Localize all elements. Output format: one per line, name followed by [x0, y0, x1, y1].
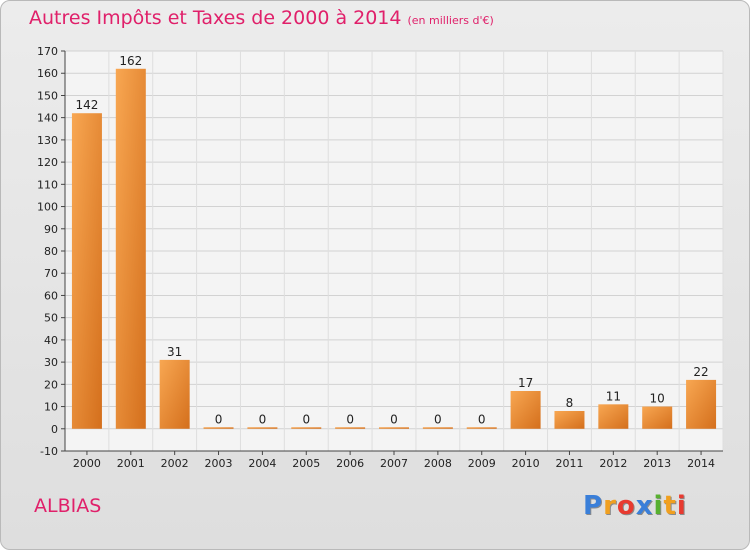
y-tick-label: 110 [37, 178, 58, 191]
bar [203, 427, 234, 429]
bar [598, 404, 629, 429]
x-tick-label: 2013 [643, 457, 671, 470]
x-tick-label: 2009 [468, 457, 496, 470]
bar-value-label: 8 [566, 396, 574, 410]
bar-value-label: 142 [75, 98, 98, 112]
y-tick-label: 100 [37, 201, 58, 214]
bar-value-label: 0 [390, 412, 398, 426]
y-tick-label: 150 [37, 89, 58, 102]
y-tick-label: 90 [44, 223, 58, 236]
x-tick-label: 2000 [73, 457, 101, 470]
city-name: ALBIAS [34, 495, 102, 517]
title-text: Autres Impôts et Taxes de 2000 à 2014 [29, 7, 402, 29]
x-tick-label: 2004 [248, 457, 276, 470]
y-tick-label: 120 [37, 156, 58, 169]
bar-value-label: 0 [259, 412, 267, 426]
bar-value-label: 0 [434, 412, 442, 426]
chart-subtitle: (en milliers d'€) [407, 14, 494, 27]
x-tick-label: 2007 [380, 457, 408, 470]
bar [291, 427, 322, 429]
x-tick-label: 2008 [424, 457, 452, 470]
y-tick-label: 160 [37, 67, 58, 80]
x-tick-label: 2001 [117, 457, 145, 470]
bar-value-label: 10 [650, 392, 665, 406]
axes [61, 50, 723, 455]
y-tick-label: 40 [44, 334, 58, 347]
x-tick-label: 2003 [205, 457, 233, 470]
bar [379, 427, 409, 429]
bar [510, 391, 541, 429]
y-tick-label: 70 [44, 267, 58, 280]
y-tick-label: 30 [44, 356, 58, 369]
x-tick-label: 2005 [292, 457, 320, 470]
x-tick-label: 2012 [599, 457, 627, 470]
bar [159, 359, 190, 429]
bar-value-label: 31 [167, 345, 182, 359]
bar [71, 113, 102, 429]
y-tick-label: 60 [44, 289, 58, 302]
bar [466, 427, 497, 429]
bar-value-label: 0 [215, 412, 223, 426]
y-tick-label: 170 [37, 45, 58, 58]
y-tick-label: 50 [44, 312, 58, 325]
bar-value-label: 0 [346, 412, 354, 426]
y-tick-label: 80 [44, 245, 58, 258]
chart-title: Autres Impôts et Taxes de 2000 à 2014 (en… [29, 7, 494, 29]
y-tick-label: 10 [44, 401, 58, 414]
bar [422, 427, 453, 429]
y-tick-label: 20 [44, 378, 58, 391]
proxiti-logo: Proxiti [583, 491, 687, 521]
bar [686, 379, 717, 429]
bar-value-label: 17 [518, 376, 533, 390]
bar [247, 427, 278, 429]
y-tick-label: 130 [37, 134, 58, 147]
bar-value-label: 162 [119, 54, 142, 68]
x-tick-label: 2006 [336, 457, 364, 470]
bar-value-label: 11 [606, 389, 621, 403]
labels: -100102030405060708090100110120130140150… [37, 45, 715, 470]
bar [642, 406, 673, 429]
x-tick-label: 2014 [687, 457, 715, 470]
bar-value-label: 0 [478, 412, 486, 426]
bar-value-label: 0 [302, 412, 310, 426]
bar [115, 68, 146, 429]
bars [71, 68, 717, 429]
x-tick-label: 2011 [555, 457, 583, 470]
y-tick-label: 0 [51, 423, 58, 436]
x-tick-label: 2010 [512, 457, 540, 470]
bar [335, 427, 366, 429]
bar [554, 411, 585, 429]
bar-value-label: 22 [693, 365, 708, 379]
y-tick-label: -10 [40, 445, 58, 458]
y-tick-label: 140 [37, 112, 58, 125]
x-tick-label: 2002 [161, 457, 189, 470]
